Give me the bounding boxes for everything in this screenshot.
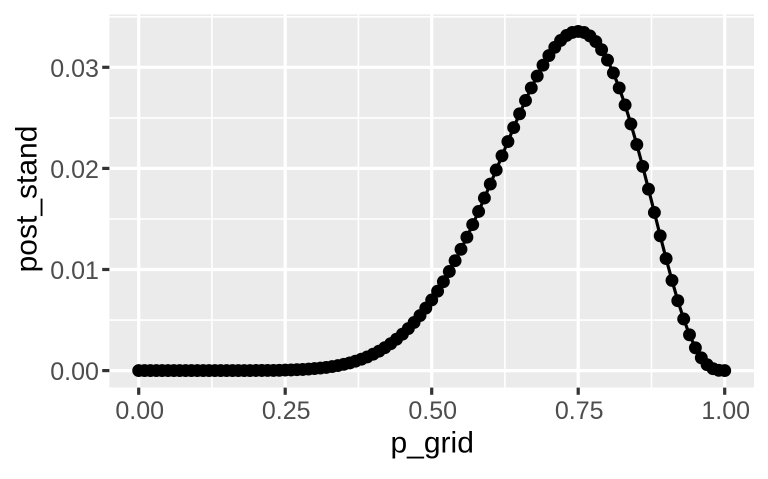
svg-text:0.75: 0.75 [555,397,604,425]
svg-text:1.00: 1.00 [701,397,750,425]
svg-text:0.02: 0.02 [50,156,99,184]
svg-text:p_grid: p_grid [390,426,473,459]
svg-text:post_stand: post_stand [10,126,43,273]
svg-text:0.01: 0.01 [50,257,99,285]
svg-text:0.50: 0.50 [408,397,457,425]
svg-text:0.00: 0.00 [50,358,99,386]
svg-text:0.00: 0.00 [115,397,164,425]
svg-text:0.03: 0.03 [50,55,99,83]
svg-text:0.25: 0.25 [262,397,311,425]
